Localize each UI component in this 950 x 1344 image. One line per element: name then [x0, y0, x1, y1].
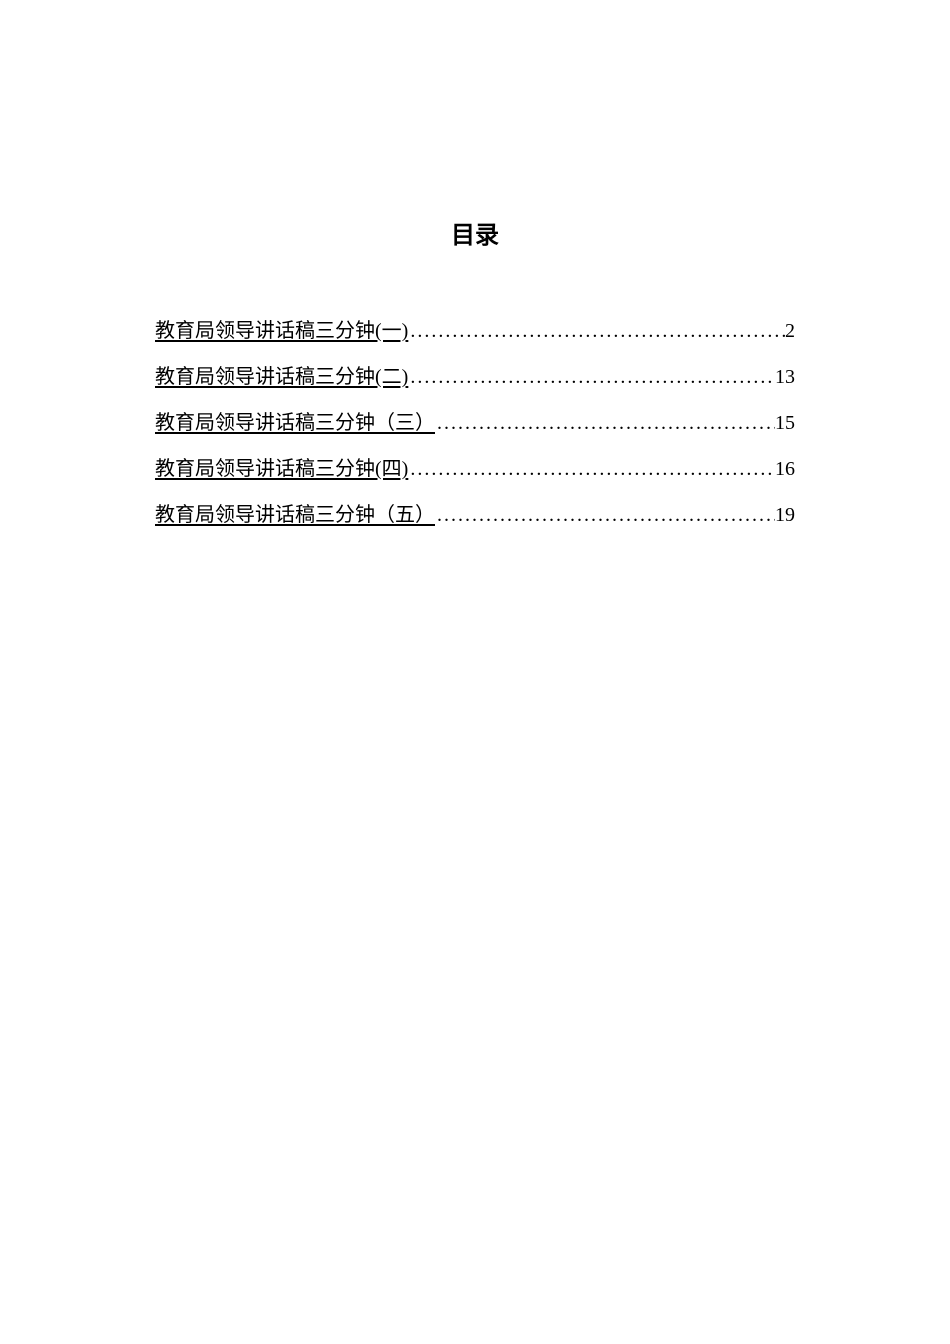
toc-page-number: 16	[775, 453, 795, 485]
toc-link[interactable]: 教育局领导讲话稿三分钟(一)	[155, 315, 408, 347]
toc-entry: 教育局领导讲话稿三分钟（三） 15	[155, 407, 795, 439]
toc-entry: 教育局领导讲话稿三分钟(二) 13	[155, 361, 795, 393]
toc-link[interactable]: 教育局领导讲话稿三分钟（五）	[155, 499, 435, 531]
toc-entry: 教育局领导讲话稿三分钟(四) 16	[155, 453, 795, 485]
toc-page-number: 19	[775, 499, 795, 531]
toc-link[interactable]: 教育局领导讲话稿三分钟(二)	[155, 361, 408, 393]
toc-page-number: 13	[775, 361, 795, 393]
toc-page-number: 15	[775, 407, 795, 439]
toc-leader-dots	[435, 407, 775, 439]
toc-leader-dots	[408, 361, 775, 393]
toc-title: 目录	[155, 215, 795, 250]
toc-link[interactable]: 教育局领导讲话稿三分钟（三）	[155, 407, 435, 439]
document-page: 目录 教育局领导讲话稿三分钟(一) 2 教育局领导讲话稿三分钟(二) 13 教育…	[0, 0, 950, 531]
toc-leader-dots	[408, 315, 785, 347]
toc-page-number: 2	[785, 315, 795, 347]
toc-list: 教育局领导讲话稿三分钟(一) 2 教育局领导讲话稿三分钟(二) 13 教育局领导…	[155, 315, 795, 531]
toc-entry: 教育局领导讲话稿三分钟(一) 2	[155, 315, 795, 347]
toc-leader-dots	[408, 453, 775, 485]
toc-link[interactable]: 教育局领导讲话稿三分钟(四)	[155, 453, 408, 485]
toc-leader-dots	[435, 499, 775, 531]
toc-entry: 教育局领导讲话稿三分钟（五） 19	[155, 499, 795, 531]
